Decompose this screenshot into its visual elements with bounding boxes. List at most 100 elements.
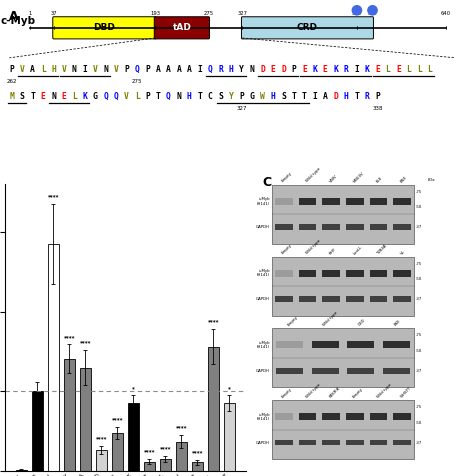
Text: S: S bbox=[20, 91, 25, 100]
Text: L: L bbox=[417, 65, 422, 74]
Text: -37: -37 bbox=[416, 369, 422, 373]
Text: ENE: ENE bbox=[400, 175, 408, 183]
Text: c-Myb
(H141): c-Myb (H141) bbox=[257, 269, 270, 278]
Text: V: V bbox=[124, 91, 129, 100]
Bar bbox=[272, 400, 414, 459]
Text: 327: 327 bbox=[237, 11, 247, 16]
Text: T: T bbox=[302, 91, 307, 100]
Text: WHSTT: WHSTT bbox=[400, 386, 412, 399]
Text: ****: **** bbox=[64, 335, 75, 340]
Text: A: A bbox=[30, 65, 35, 74]
Circle shape bbox=[368, 6, 377, 15]
Text: -75: -75 bbox=[416, 262, 422, 266]
Bar bbox=[322, 198, 340, 205]
Bar bbox=[370, 296, 387, 302]
Text: T: T bbox=[354, 91, 359, 100]
Text: L: L bbox=[428, 65, 432, 74]
Text: C: C bbox=[262, 176, 271, 188]
Bar bbox=[322, 270, 340, 277]
Bar bbox=[96, 450, 107, 471]
Bar bbox=[299, 413, 317, 420]
Bar bbox=[275, 440, 293, 446]
Text: *: * bbox=[228, 386, 231, 391]
Text: 527: 527 bbox=[367, 11, 378, 16]
Text: -75: -75 bbox=[416, 405, 422, 409]
Bar bbox=[346, 270, 364, 277]
Bar bbox=[299, 270, 317, 277]
Text: H: H bbox=[229, 65, 234, 74]
Text: A: A bbox=[155, 65, 161, 74]
Bar bbox=[276, 368, 303, 374]
Bar bbox=[393, 198, 411, 205]
Text: H: H bbox=[271, 91, 275, 100]
Text: Empty: Empty bbox=[352, 387, 364, 399]
Bar bbox=[276, 341, 303, 348]
Text: -50: -50 bbox=[416, 205, 422, 209]
Text: P: P bbox=[124, 65, 129, 74]
Text: P: P bbox=[375, 91, 380, 100]
Text: I: I bbox=[82, 65, 87, 74]
Text: P: P bbox=[9, 65, 14, 74]
Bar bbox=[176, 442, 187, 471]
Bar bbox=[312, 368, 338, 374]
Bar bbox=[32, 391, 43, 471]
Text: V: V bbox=[114, 65, 118, 74]
Text: W: W bbox=[260, 91, 265, 100]
Bar bbox=[224, 404, 235, 471]
Text: GAPDH: GAPDH bbox=[256, 369, 270, 373]
Bar bbox=[80, 367, 91, 471]
Text: P: P bbox=[145, 65, 150, 74]
Text: GAPDH: GAPDH bbox=[256, 225, 270, 229]
Text: Empty: Empty bbox=[281, 171, 293, 183]
Bar bbox=[346, 413, 364, 420]
Text: D: D bbox=[260, 65, 265, 74]
Text: ****: **** bbox=[175, 426, 187, 431]
Bar bbox=[275, 224, 293, 230]
Text: *: * bbox=[132, 386, 135, 391]
Bar bbox=[370, 224, 387, 230]
Text: 503: 503 bbox=[352, 11, 362, 16]
Bar bbox=[393, 413, 411, 420]
Text: EKE: EKE bbox=[393, 319, 401, 327]
Text: D: D bbox=[333, 91, 338, 100]
Text: K: K bbox=[82, 91, 87, 100]
Bar bbox=[322, 440, 340, 446]
Bar bbox=[299, 198, 317, 205]
FancyBboxPatch shape bbox=[53, 17, 156, 39]
Text: V: V bbox=[93, 65, 98, 74]
Text: L: L bbox=[385, 65, 391, 74]
Text: Empty: Empty bbox=[287, 315, 299, 327]
Text: ****: **** bbox=[144, 449, 155, 455]
Text: C: C bbox=[208, 91, 213, 100]
Text: DBD: DBD bbox=[93, 23, 115, 32]
Text: N: N bbox=[176, 91, 182, 100]
Bar bbox=[393, 440, 411, 446]
Bar bbox=[370, 270, 387, 277]
Text: Y: Y bbox=[239, 65, 244, 74]
Text: H: H bbox=[187, 91, 192, 100]
Text: Y: Y bbox=[229, 91, 234, 100]
Bar bbox=[299, 296, 317, 302]
Bar bbox=[322, 296, 340, 302]
Bar bbox=[48, 244, 59, 471]
Bar bbox=[370, 440, 387, 446]
Text: LxxLL: LxxLL bbox=[352, 244, 363, 255]
Text: tAD: tAD bbox=[173, 23, 191, 32]
Text: Q: Q bbox=[114, 91, 118, 100]
Bar bbox=[144, 462, 155, 471]
Text: 275: 275 bbox=[132, 79, 142, 85]
Bar bbox=[346, 224, 364, 230]
Text: 37: 37 bbox=[50, 11, 57, 16]
Text: GAPDH: GAPDH bbox=[256, 297, 270, 301]
FancyBboxPatch shape bbox=[241, 17, 374, 39]
Text: G: G bbox=[93, 91, 98, 100]
Bar bbox=[347, 341, 374, 348]
Text: T: T bbox=[197, 91, 202, 100]
Bar bbox=[346, 198, 364, 205]
Text: A: A bbox=[323, 91, 328, 100]
Text: -75: -75 bbox=[416, 190, 422, 194]
Text: 1: 1 bbox=[28, 11, 32, 16]
Text: DED: DED bbox=[358, 318, 367, 327]
Text: VNIV: VNIV bbox=[328, 174, 338, 183]
Text: I: I bbox=[197, 65, 202, 74]
